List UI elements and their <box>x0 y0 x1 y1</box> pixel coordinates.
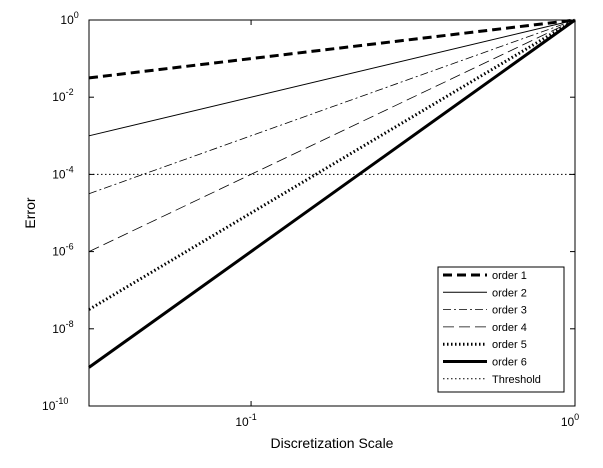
y-tick-label: 100 <box>60 10 78 27</box>
y-tick-label: 10-2 <box>52 87 73 104</box>
x-tick-label: 10-1 <box>235 412 256 429</box>
y-tick-label: 10-8 <box>52 319 73 336</box>
legend-label: Threshold <box>492 374 541 386</box>
y-tick-label: 10-6 <box>52 242 73 259</box>
legend-item: order 5 <box>443 339 527 351</box>
legend-item: order 4 <box>443 322 527 334</box>
x-axis-title: Discretization Scale <box>271 435 394 451</box>
legend-box <box>437 266 565 393</box>
x-tick-label: 100 <box>561 412 579 429</box>
legend-item: order 6 <box>443 357 527 369</box>
series-line-order-3 <box>88 19 576 195</box>
y-tick-exponent: -6 <box>66 242 74 252</box>
series-line-order-2 <box>88 19 576 137</box>
x-tick-exponent: 0 <box>574 412 579 422</box>
y-tick-exponent: -4 <box>66 164 74 174</box>
y-axis-title: Error <box>22 197 38 228</box>
y-tick-exponent: -2 <box>66 87 74 97</box>
legend-label: order 1 <box>492 270 527 282</box>
y-tick-exponent: -8 <box>66 319 74 329</box>
legend-label: order 5 <box>492 339 527 351</box>
series-line-order-4 <box>88 19 576 252</box>
legend: order 1 order 2 order 3 order 4 order 5 order… <box>437 266 565 393</box>
series-line-order-1 <box>88 18 576 80</box>
legend-item: order 3 <box>443 305 527 317</box>
y-tick-exponent: 0 <box>74 10 79 20</box>
x-tick-exponent: -1 <box>249 412 257 422</box>
legend-label: order 6 <box>492 357 527 369</box>
legend-items: order 1 order 2 order 3 order 4 order 5 order… <box>443 270 541 386</box>
legend-item: order 2 <box>443 287 527 299</box>
plot-frame <box>88 19 576 407</box>
y-tick-label: 10-10 <box>42 396 68 413</box>
series-layer <box>88 18 576 369</box>
legend-item: order 1 <box>443 270 527 282</box>
legend-item: Threshold <box>443 374 541 386</box>
series-line-order-6 <box>88 18 576 369</box>
legend-label: order 2 <box>492 287 527 299</box>
y-tick-exponent: -10 <box>55 396 68 406</box>
legend-label: order 4 <box>492 322 527 334</box>
legend-label: order 3 <box>492 305 527 317</box>
y-tick-label: 10-4 <box>52 164 73 181</box>
